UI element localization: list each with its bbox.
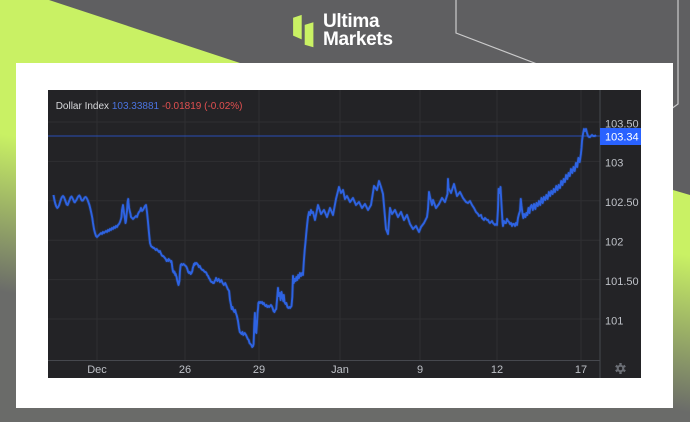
svg-text:Dec: Dec [87, 364, 107, 376]
svg-text:102.50: 102.50 [605, 197, 639, 209]
svg-text:29: 29 [253, 364, 265, 376]
svg-text:103.50: 103.50 [605, 118, 639, 130]
svg-text:103.34: 103.34 [605, 131, 639, 143]
svg-text:26: 26 [179, 364, 191, 376]
svg-text:Dollar Index 103.33881 -0.01: Dollar Index 103.33881 -0.01819 (-0.02%) [56, 101, 243, 112]
svg-text:103: 103 [605, 158, 623, 170]
svg-text:Jan: Jan [331, 364, 349, 376]
svg-text:101: 101 [605, 315, 623, 327]
svg-text:17: 17 [575, 364, 587, 376]
svg-text:12: 12 [491, 364, 503, 376]
svg-text:102: 102 [605, 237, 623, 249]
svg-text:101.50: 101.50 [605, 276, 639, 288]
svg-text:9: 9 [417, 364, 423, 376]
